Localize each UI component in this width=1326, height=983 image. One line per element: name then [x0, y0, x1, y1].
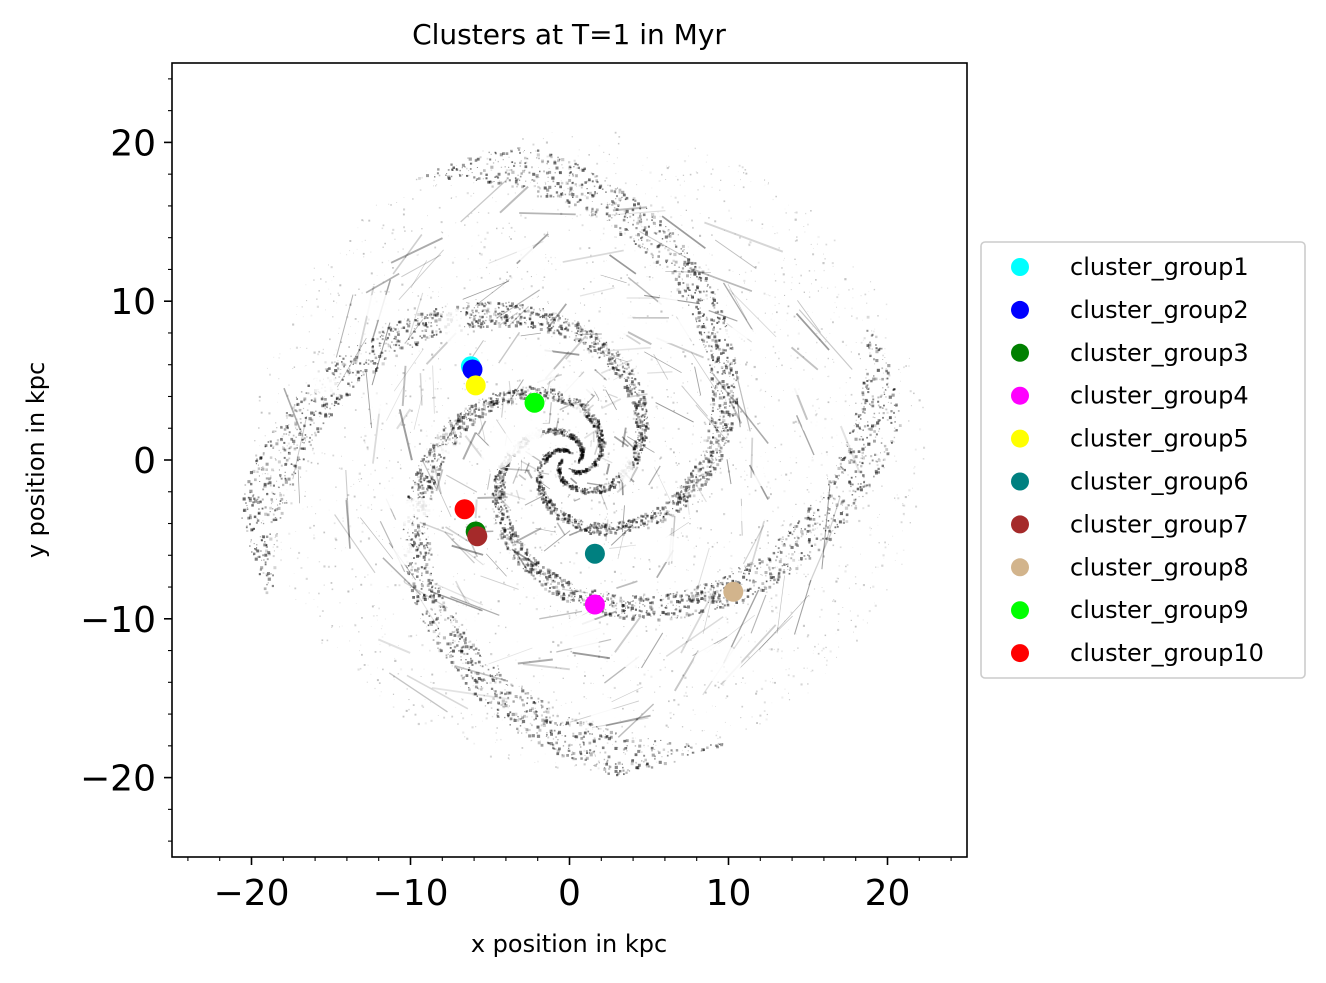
cluster_group7-point [467, 526, 487, 546]
cluster_group4-point [585, 595, 605, 615]
x-tick-label: 20 [865, 873, 911, 914]
cluster_group5-point [466, 375, 486, 395]
y-axis-label: y position in kpc [22, 362, 50, 558]
cluster_group5-legend-marker [1011, 430, 1029, 448]
legend-label: cluster_group1 [1070, 253, 1249, 281]
cluster_group9-point [525, 393, 545, 413]
cluster_group1-legend-marker [1011, 258, 1029, 276]
cluster_group10-legend-marker [1011, 644, 1029, 662]
galaxy-density-image [241, 132, 925, 776]
cluster_group6-legend-marker [1011, 473, 1029, 491]
legend-label: cluster_group4 [1070, 382, 1249, 410]
cluster_group10-point [455, 499, 475, 519]
y-tick-label: −20 [80, 759, 156, 800]
legend-label: cluster_group3 [1070, 339, 1249, 367]
cluster_group8-legend-marker [1011, 558, 1029, 576]
cluster_group7-legend-marker [1011, 515, 1029, 533]
legend-label: cluster_group5 [1070, 425, 1249, 453]
plot-frame [172, 63, 967, 857]
y-tick-label: 0 [133, 441, 156, 482]
y-tick-label: −10 [80, 600, 156, 641]
legend: cluster_group1 cluster_group2 cluster_grou… [981, 242, 1305, 678]
legend-label: cluster_group7 [1070, 510, 1249, 538]
cluster_group6-point [585, 544, 605, 564]
legend-label: cluster_group2 [1070, 296, 1249, 324]
chart-title: Clusters at T=1 in Myr [412, 18, 726, 51]
x-tick-label: 0 [558, 873, 581, 914]
cluster_group8-point [723, 582, 743, 602]
cluster_group2-legend-marker [1011, 301, 1029, 319]
cluster_group9-legend-marker [1011, 601, 1029, 619]
y-tick-label: 10 [110, 282, 156, 323]
x-tick-label: 10 [706, 873, 752, 914]
legend-label: cluster_group6 [1070, 468, 1249, 496]
legend-label: cluster_group8 [1070, 553, 1249, 581]
cluster_group4-legend-marker [1011, 387, 1029, 405]
cluster_group3-legend-marker [1011, 344, 1029, 362]
legend-label: cluster_group9 [1070, 596, 1249, 624]
x-axis-label: x position in kpc [471, 930, 667, 958]
y-tick-label: 20 [110, 123, 156, 164]
legend-label: cluster_group10 [1070, 639, 1264, 667]
x-tick-label: −10 [373, 873, 449, 914]
x-tick-label: −20 [214, 873, 290, 914]
